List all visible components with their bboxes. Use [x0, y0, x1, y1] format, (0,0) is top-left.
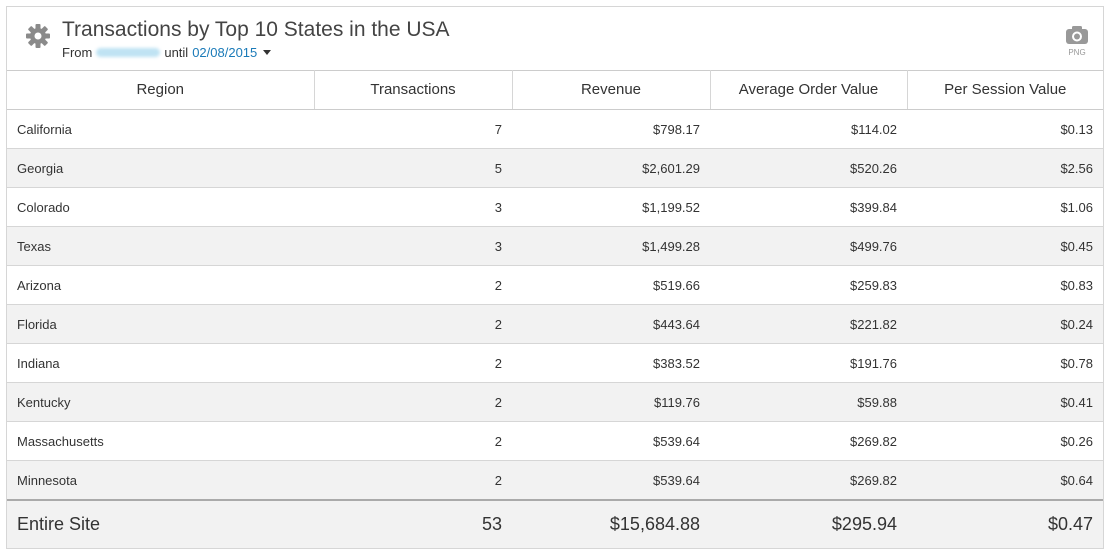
value-cell: $0.83	[907, 265, 1103, 305]
value-cell: $59.88	[710, 382, 907, 422]
table-row: Arizona 2 $519.66 $259.83 $0.83	[7, 265, 1103, 305]
region-cell: Massachusetts	[7, 421, 314, 461]
value-cell: $539.64	[512, 421, 710, 461]
region-cell: Arizona	[7, 265, 314, 305]
value-cell: 7	[314, 109, 512, 149]
value-cell: $0.13	[907, 109, 1103, 149]
redacted-date	[96, 48, 161, 57]
table-row: Massachusetts 2 $539.64 $269.82 $0.26	[7, 421, 1103, 461]
value-cell: $520.26	[710, 148, 907, 188]
value-cell: 5	[314, 148, 512, 188]
column-header: Average Order Value	[710, 70, 908, 110]
value-cell: 2	[314, 460, 512, 501]
settings-icon[interactable]	[25, 23, 51, 49]
value-cell: $114.02	[710, 109, 907, 149]
table-row: Georgia 5 $2,601.29 $520.26 $2.56	[7, 148, 1103, 188]
value-cell: $2.56	[907, 148, 1103, 188]
value-cell: 2	[314, 421, 512, 461]
region-cell: Colorado	[7, 187, 314, 227]
report-header: Transactions by Top 10 States in the USA…	[7, 7, 1103, 71]
column-header: Transactions	[314, 70, 513, 110]
value-cell: $221.82	[710, 304, 907, 344]
data-table: Region Transactions Revenue Average Order V…	[7, 70, 1103, 548]
table-row: Florida 2 $443.64 $221.82 $0.24	[7, 304, 1103, 344]
date-dropdown[interactable]	[263, 50, 272, 55]
value-cell: 2	[314, 304, 512, 344]
camera-icon	[1066, 26, 1088, 44]
table-body: California 7 $798.17 $114.02 $0.13 Georgia 5 $2…	[7, 109, 1103, 501]
value-cell: $0.78	[907, 343, 1103, 383]
value-cell: $259.83	[710, 265, 907, 305]
value-cell: $1.06	[907, 187, 1103, 227]
end-date[interactable]: 02/08/2015	[192, 45, 258, 60]
region-cell: Minnesota	[7, 460, 314, 501]
region-cell: Kentucky	[7, 382, 314, 422]
table-row: California 7 $798.17 $114.02 $0.13	[7, 109, 1103, 149]
column-header: Region	[7, 70, 315, 110]
value-cell: $798.17	[512, 109, 710, 149]
value-cell: $383.52	[512, 343, 710, 383]
value-cell: $0.26	[907, 421, 1103, 461]
table-row: Minnesota 2 $539.64 $269.82 $0.64	[7, 460, 1103, 501]
report-title: Transactions by Top 10 States in the USA	[62, 18, 450, 41]
total-cell: $295.94	[710, 499, 907, 548]
value-cell: $269.82	[710, 460, 907, 501]
table-row: Kentucky 2 $119.76 $59.88 $0.41	[7, 382, 1103, 422]
value-cell: $499.76	[710, 226, 907, 266]
table-row: Colorado 3 $1,199.52 $399.84 $1.06	[7, 187, 1103, 227]
total-label: Entire Site	[7, 499, 314, 548]
header-row: Region Transactions Revenue Average Order V…	[7, 70, 1103, 110]
region-cell: Florida	[7, 304, 314, 344]
column-header: Per Session Value	[907, 70, 1103, 110]
value-cell: 3	[314, 226, 512, 266]
table-row: Indiana 2 $383.52 $191.76 $0.78	[7, 343, 1103, 383]
value-cell: $119.76	[512, 382, 710, 422]
value-cell: $0.41	[907, 382, 1103, 422]
value-cell: $539.64	[512, 460, 710, 501]
until-label: until	[164, 45, 189, 60]
report-panel: Transactions by Top 10 States in the USA…	[6, 6, 1104, 549]
value-cell: $0.24	[907, 304, 1103, 344]
from-label: From	[62, 45, 93, 60]
region-cell: Texas	[7, 226, 314, 266]
value-cell: 2	[314, 382, 512, 422]
region-cell: Indiana	[7, 343, 314, 383]
total-row: Entire Site 53 $15,684.88 $295.94 $0.47	[7, 499, 1103, 548]
value-cell: $0.64	[907, 460, 1103, 501]
date-range: From until 02/08/2015	[62, 45, 272, 60]
value-cell: $269.82	[710, 421, 907, 461]
value-cell: $443.64	[512, 304, 710, 344]
region-cell: Georgia	[7, 148, 314, 188]
value-cell: $1,199.52	[512, 187, 710, 227]
column-header: Revenue	[512, 70, 711, 110]
total-cell: 53	[314, 499, 512, 548]
region-cell: California	[7, 109, 314, 149]
export-label: PNG	[1068, 48, 1086, 57]
value-cell: 3	[314, 187, 512, 227]
value-cell: $399.84	[710, 187, 907, 227]
value-cell: $2,601.29	[512, 148, 710, 188]
total-cell: $0.47	[907, 499, 1103, 548]
value-cell: $1,499.28	[512, 226, 710, 266]
value-cell: $519.66	[512, 265, 710, 305]
total-cell: $15,684.88	[512, 499, 710, 548]
value-cell: $191.76	[710, 343, 907, 383]
table-row: Texas 3 $1,499.28 $499.76 $0.45	[7, 226, 1103, 266]
value-cell: 2	[314, 265, 512, 305]
value-cell: $0.45	[907, 226, 1103, 266]
export-button[interactable]: PNG	[1064, 25, 1090, 57]
value-cell: 2	[314, 343, 512, 383]
